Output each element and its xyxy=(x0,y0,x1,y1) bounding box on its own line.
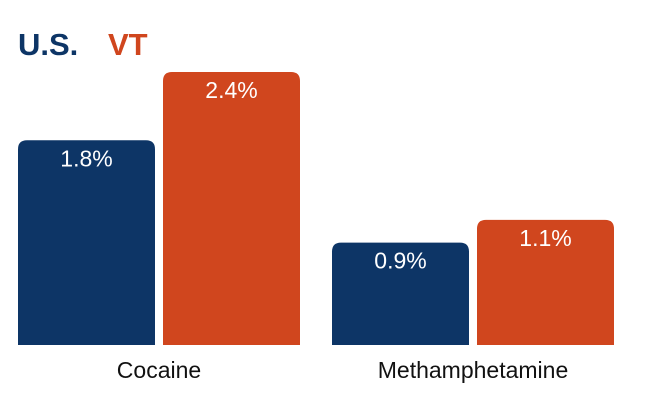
value-label: 2.4% xyxy=(205,77,257,103)
category-label: Cocaine xyxy=(117,357,201,383)
bar xyxy=(477,219,614,345)
value-label: 0.9% xyxy=(374,248,426,274)
bar xyxy=(332,242,469,345)
value-label: 1.1% xyxy=(519,225,571,251)
legend-entry: VT xyxy=(108,27,148,62)
bar xyxy=(163,72,300,345)
bar xyxy=(18,140,155,345)
value-label: 1.8% xyxy=(60,145,112,171)
category-label: Methamphetamine xyxy=(378,357,569,383)
legend-entry: U.S. xyxy=(18,27,78,62)
